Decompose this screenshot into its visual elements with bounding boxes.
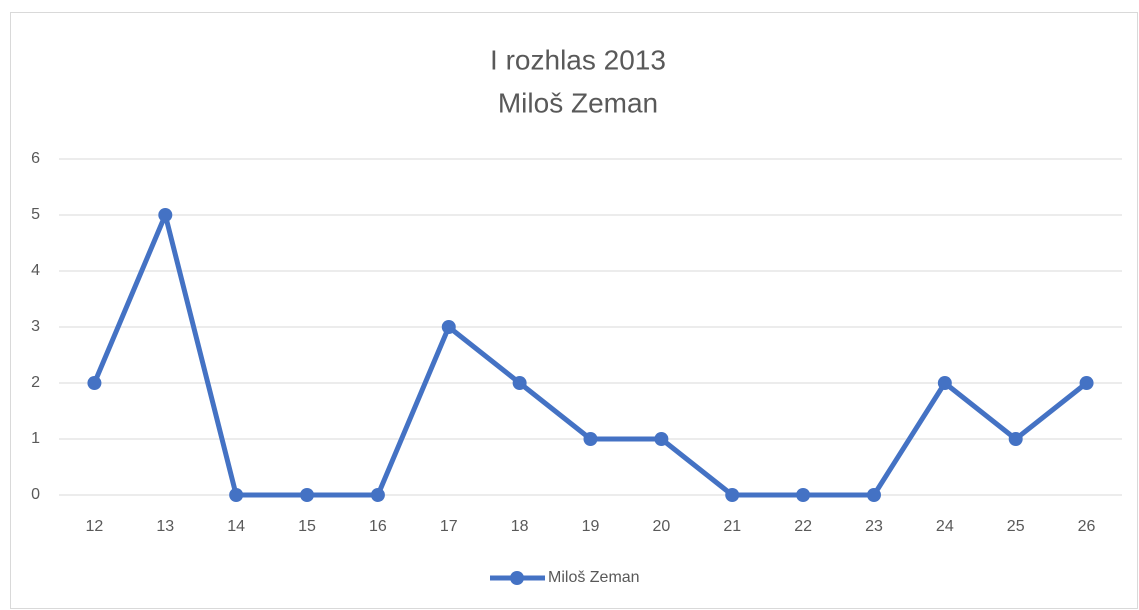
x-tick-label: 19 [582, 518, 600, 535]
x-tick-label: 13 [156, 518, 174, 535]
legend-marker [510, 571, 524, 585]
x-tick-label: 17 [440, 518, 458, 535]
x-tick-label: 23 [865, 518, 883, 535]
x-tick-label: 14 [227, 518, 245, 535]
y-tick-label: 6 [31, 150, 40, 167]
chart-title: I rozhlas 2013 [490, 44, 666, 75]
x-tick-label: 12 [86, 518, 104, 535]
data-point [87, 376, 102, 390]
data-point [796, 488, 811, 502]
data-point [583, 432, 598, 446]
x-tick-label: 24 [936, 518, 954, 535]
data-point [725, 488, 740, 502]
x-tick-label: 20 [652, 518, 670, 535]
y-tick-label: 2 [31, 374, 40, 391]
x-tick-label: 15 [298, 518, 316, 535]
data-point [370, 488, 385, 502]
data-point [654, 432, 669, 446]
data-point [300, 488, 315, 502]
y-tick-label: 1 [31, 430, 40, 447]
data-point [1008, 432, 1023, 446]
x-tick-label: 16 [369, 518, 387, 535]
data-point [866, 488, 881, 502]
y-tick-label: 3 [31, 318, 40, 335]
x-tick-label: 26 [1078, 518, 1096, 535]
data-point [441, 320, 456, 334]
y-tick-label: 5 [31, 206, 40, 223]
chart-subtitle: Miloš Zeman [498, 87, 658, 118]
x-tick-label: 21 [723, 518, 741, 535]
y-tick-label: 0 [31, 486, 40, 503]
chart-border [10, 12, 1138, 609]
y-tick-label: 4 [31, 262, 40, 279]
data-point [937, 376, 952, 390]
data-point [1079, 376, 1094, 390]
data-point [229, 488, 244, 502]
x-tick-label: 22 [794, 518, 812, 535]
x-tick-label: 18 [511, 518, 529, 535]
x-tick-label: 25 [1007, 518, 1025, 535]
legend-label: Miloš Zeman [548, 569, 640, 586]
data-point [158, 208, 173, 222]
data-point [512, 376, 527, 390]
